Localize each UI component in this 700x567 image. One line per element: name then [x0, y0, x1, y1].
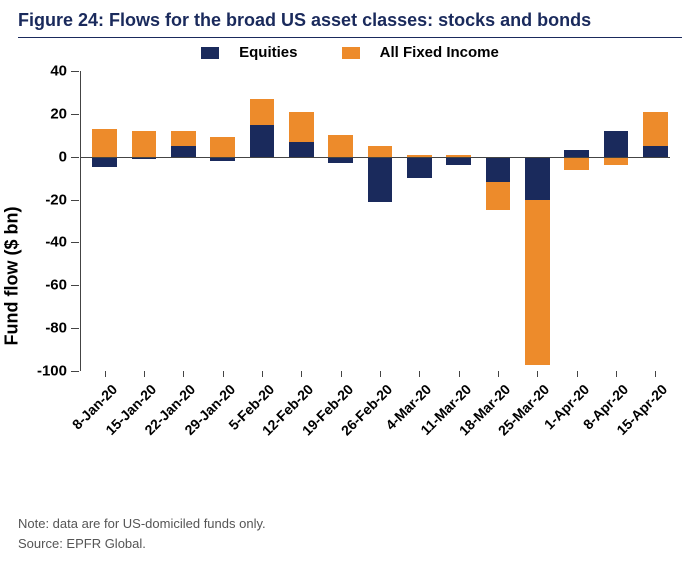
bar-group	[643, 71, 667, 371]
y-tick	[71, 328, 79, 329]
bar-segment-equities	[368, 157, 392, 202]
bar-segment-equities	[289, 142, 313, 157]
x-tick	[341, 371, 342, 377]
bar-segment-fixed-income	[132, 131, 156, 157]
bar-segment-fixed-income	[368, 146, 392, 157]
y-tick	[71, 200, 79, 201]
x-tick	[301, 371, 302, 377]
x-tick	[537, 371, 538, 377]
x-tick	[498, 371, 499, 377]
bar-segment-equities	[250, 125, 274, 157]
bar-segment-fixed-income	[604, 157, 628, 166]
x-tick	[419, 371, 420, 377]
bar-segment-fixed-income	[171, 131, 195, 146]
y-tick	[71, 242, 79, 243]
bar-group	[604, 71, 628, 371]
x-tick	[577, 371, 578, 377]
y-tick-label: 0	[59, 148, 67, 165]
y-tick	[71, 371, 79, 372]
bar-segment-equities	[446, 157, 470, 166]
x-tick	[655, 371, 656, 377]
y-tick	[71, 71, 79, 72]
y-tick-label: -60	[45, 277, 67, 294]
plot-area: -100-80-60-40-20020408-Jan-2015-Jan-2022…	[80, 71, 670, 371]
bar-segment-fixed-income	[564, 157, 588, 170]
bar-segment-fixed-income	[210, 137, 234, 156]
bar-segment-equities	[643, 146, 667, 157]
fixed-income-swatch	[342, 47, 360, 59]
bar-segment-fixed-income	[525, 200, 549, 365]
y-tick-label: -100	[37, 363, 67, 380]
x-tick	[459, 371, 460, 377]
legend-label-equities: Equities	[239, 44, 297, 61]
y-tick-label: 20	[50, 105, 67, 122]
figure-title: Figure 24: Flows for the broad US asset …	[18, 10, 682, 38]
bar-group	[368, 71, 392, 371]
x-tick	[262, 371, 263, 377]
bar-segment-fixed-income	[92, 129, 116, 157]
legend-item-fixed-income: All Fixed Income	[332, 44, 509, 61]
bar-group	[210, 71, 234, 371]
y-tick-label: 40	[50, 63, 67, 80]
bar-group	[407, 71, 431, 371]
legend-item-equities: Equities	[191, 44, 307, 61]
legend-label-fixed-income: All Fixed Income	[380, 44, 499, 61]
x-tick	[223, 371, 224, 377]
chart-area: Fund flow ($ bn) -100-80-60-40-20020408-…	[18, 61, 682, 491]
bar-group	[564, 71, 588, 371]
y-tick	[71, 285, 79, 286]
bar-segment-equities	[92, 157, 116, 168]
bar-group	[289, 71, 313, 371]
x-tick	[105, 371, 106, 377]
bar-group	[328, 71, 352, 371]
x-tick	[144, 371, 145, 377]
bar-segment-equities	[604, 131, 628, 157]
equities-swatch	[201, 47, 219, 59]
bar-group	[525, 71, 549, 371]
bar-segment-equities	[171, 146, 195, 157]
footnotes: Note: data are for US-domiciled funds on…	[18, 514, 266, 553]
y-tick	[71, 114, 79, 115]
bar-group	[171, 71, 195, 371]
note-line-1: Note: data are for US-domiciled funds on…	[18, 514, 266, 534]
y-axis-label: Fund flow ($ bn)	[2, 207, 23, 346]
bar-segment-equities	[486, 157, 510, 183]
bar-segment-fixed-income	[486, 182, 510, 210]
bar-segment-fixed-income	[643, 112, 667, 146]
bar-segment-fixed-income	[250, 99, 274, 125]
note-line-2: Source: EPFR Global.	[18, 534, 266, 554]
bar-segment-fixed-income	[289, 112, 313, 142]
y-tick-label: -40	[45, 234, 67, 251]
bar-segment-equities	[525, 157, 549, 200]
bar-group	[132, 71, 156, 371]
legend: Equities All Fixed Income	[18, 44, 682, 61]
bar-group	[486, 71, 510, 371]
bar-group	[92, 71, 116, 371]
bar-segment-fixed-income	[328, 135, 352, 156]
figure: Figure 24: Flows for the broad US asset …	[0, 0, 700, 567]
x-tick	[380, 371, 381, 377]
bars-container	[81, 71, 670, 371]
bar-group	[446, 71, 470, 371]
x-tick	[183, 371, 184, 377]
y-tick-label: -80	[45, 320, 67, 337]
y-tick	[71, 157, 79, 158]
bar-group	[250, 71, 274, 371]
bar-segment-equities	[407, 157, 431, 178]
zero-line	[81, 157, 670, 158]
y-tick-label: -20	[45, 191, 67, 208]
x-tick	[616, 371, 617, 377]
